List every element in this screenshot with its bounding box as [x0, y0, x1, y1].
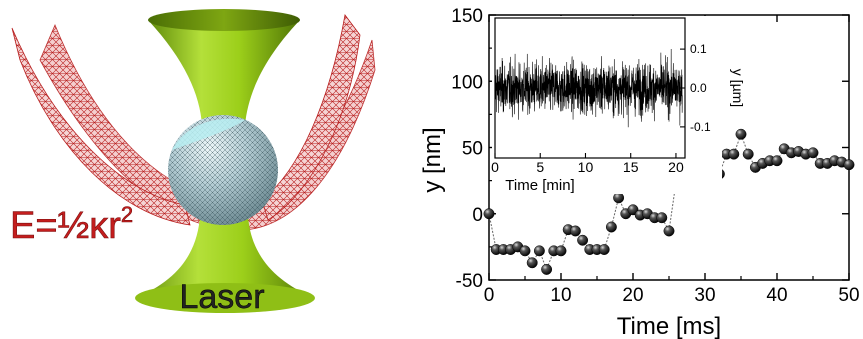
main-data-point: [555, 245, 567, 257]
inset-y-tick-label: 0.0: [690, 81, 707, 95]
main-data-point: [598, 244, 610, 255]
potential-mesh-front-left-lines: [12, 28, 190, 225]
main-data-point: [533, 245, 545, 257]
main-data-point: [569, 225, 581, 237]
inset-background: [492, 16, 722, 194]
inset-series-line: [495, 48, 683, 128]
laser-beam-lower-cone: [135, 215, 315, 298]
main-x-tick-label: 10: [550, 285, 571, 306]
inset-x-tick-label: 10: [578, 159, 594, 175]
main-data-point: [577, 234, 589, 246]
inset-x-axis-label: Time [min]: [505, 177, 574, 194]
inset-x-tick-label: 5: [536, 159, 544, 175]
inset-x-tick-label: 20: [668, 159, 684, 175]
energy-formula-main: E=½κr: [10, 205, 121, 247]
inset-noise-trace: [495, 48, 683, 128]
laser-beam-bottom-face: [135, 283, 315, 313]
inset-x-tick-label: 0: [491, 159, 499, 175]
laser-beam-upper-cone: [148, 20, 300, 125]
main-x-tick-label: 40: [766, 285, 787, 306]
main-data-point: [483, 208, 495, 220]
main-data-point: [663, 225, 675, 237]
trapped-particle-mesh: [168, 115, 278, 225]
main-data-point: [771, 155, 783, 167]
main-data-point: [541, 263, 553, 275]
main-x-tick-label: 20: [622, 285, 643, 306]
main-data-point: [656, 212, 668, 224]
optical-trap-illustration: E=½κr2 Laser: [10, 9, 376, 316]
main-y-tick-label: 0: [472, 205, 483, 226]
energy-formula: E=½κr2: [10, 202, 133, 247]
laser-beam-top-face: [148, 9, 300, 31]
inset-y-tick-label: -0.1: [690, 120, 711, 134]
energy-formula-exponent: 2: [121, 202, 133, 227]
main-data-point: [843, 159, 855, 171]
main-y-tick-label: 50: [462, 139, 483, 160]
main-data-point: [605, 221, 617, 233]
main-x-tick-label: 50: [838, 285, 859, 306]
main-y-axis-label: y [nm]: [419, 127, 446, 192]
main-data-point: [735, 128, 747, 140]
inset-chart: 0 5 10 15 20 -0.1 0.0 0.1 Time [min] y [µm]: [491, 16, 746, 194]
potential-mesh-front-right-lines: [262, 15, 360, 220]
inset-y-axis-label: y [µm]: [730, 69, 746, 107]
main-data-point: [519, 245, 531, 257]
main-y-tick-label: -50: [456, 271, 483, 292]
main-data-point: [807, 147, 819, 159]
laser-label: Laser: [179, 278, 264, 316]
inset-ticks: 0 5 10 15 20 -0.1 0.0 0.1: [491, 42, 711, 175]
main-x-tick-label: 0: [484, 285, 495, 306]
main-data-point: [613, 192, 625, 204]
main-data-point: [728, 148, 740, 160]
sphere-highlight: [172, 118, 245, 150]
main-data-point: [742, 148, 754, 160]
main-x-axis-label: Time [ms]: [617, 313, 721, 339]
inset-y-tick-label: 0.1: [690, 42, 707, 56]
inset-x-tick-label: 15: [623, 159, 639, 175]
main-x-tick-label: 30: [694, 285, 715, 306]
main-data-point: [526, 257, 538, 269]
main-y-tick-label: 150: [451, 6, 483, 27]
main-y-tick-label: 100: [451, 72, 483, 93]
